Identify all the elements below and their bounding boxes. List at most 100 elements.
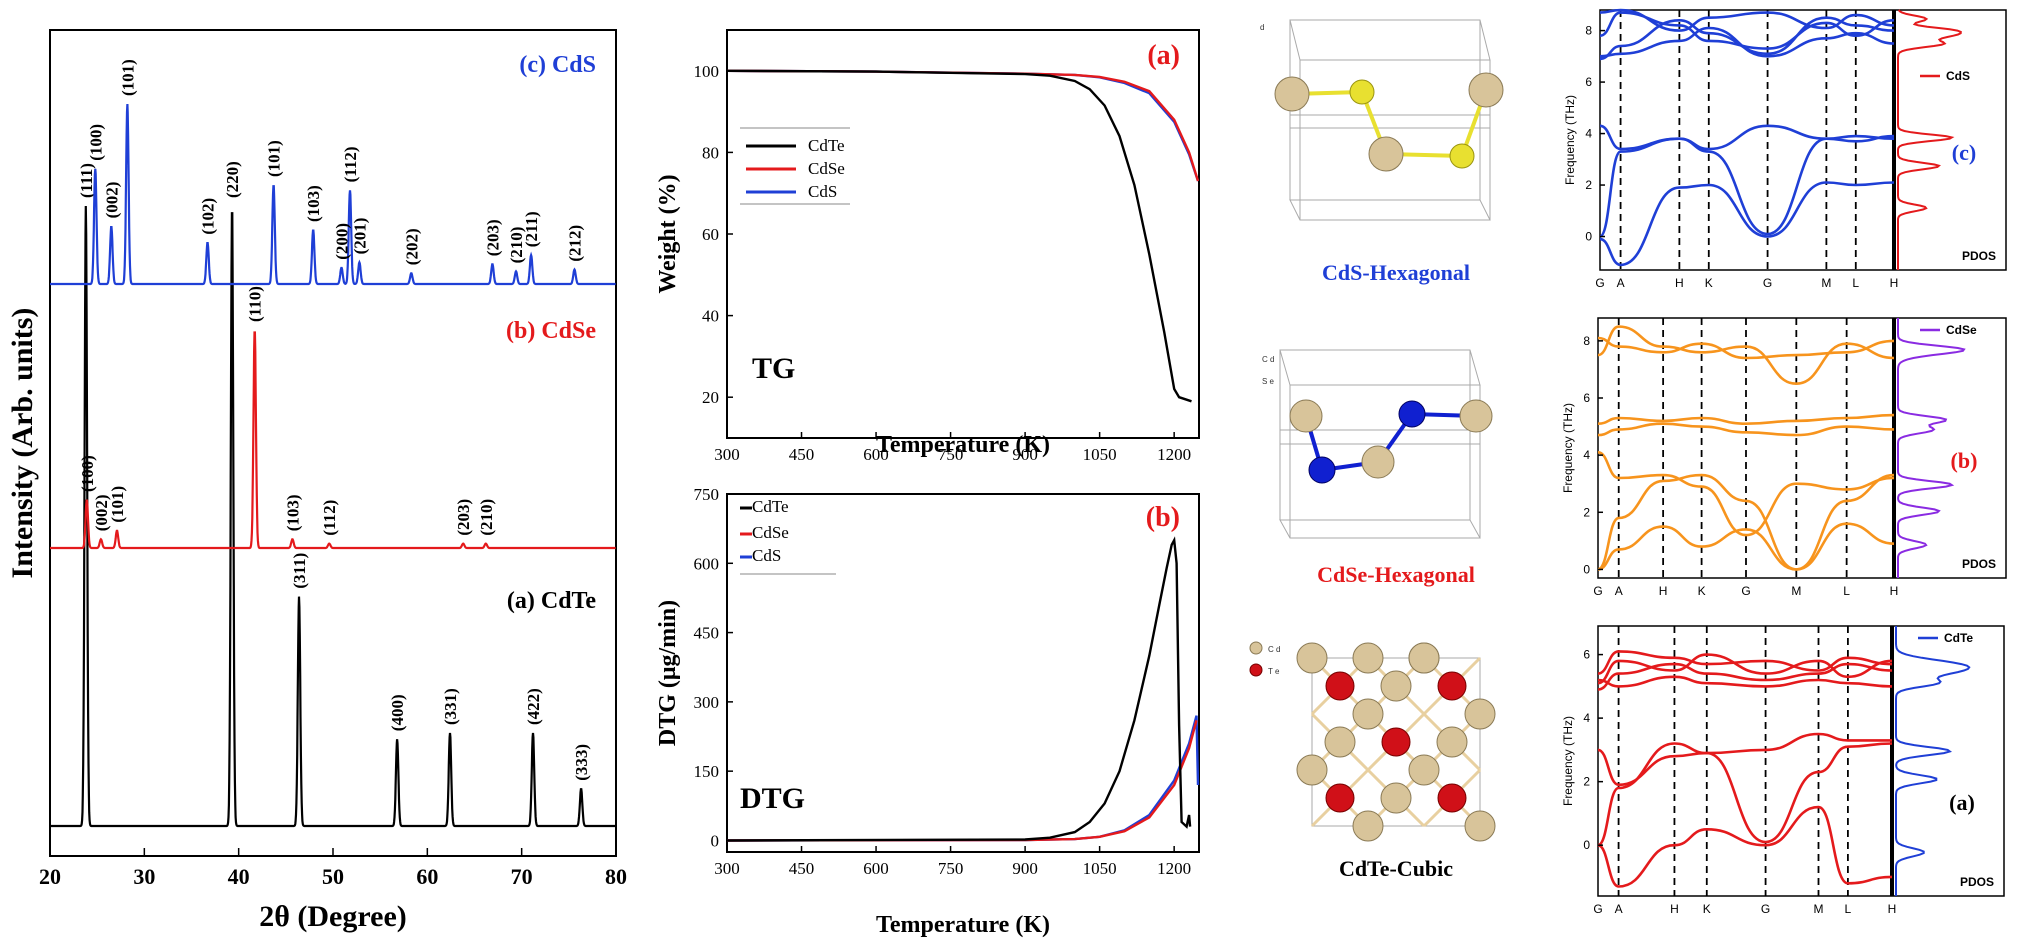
y-tick-label: 150: [694, 762, 720, 781]
phonon-band: [1597, 325, 1895, 386]
xrd-peak-label: (202): [402, 228, 421, 265]
te-atom: [1325, 783, 1355, 813]
y-tick-label: 20: [702, 388, 719, 407]
xrd-x-tick-label: 80: [605, 864, 627, 889]
xrd-peak-label: (103): [304, 185, 323, 222]
xrd-chart: (111) (220) (311) (400) (331) (422) (333) (100)…: [6, 29, 627, 933]
dtg-chart: 300 450 600 750 900 1050 12000150300450600750 …: [655, 485, 1200, 938]
phonon-frame: [1597, 625, 2005, 897]
xrd-x-label: 2θ (Degree): [259, 900, 407, 933]
y-tick-label: 8: [1585, 24, 1592, 38]
y-tick-label: 100: [694, 62, 720, 81]
xrd-peak-label: (203): [483, 219, 502, 256]
y-tick-label: 4: [1583, 711, 1590, 725]
phonon-y-label: Frequency (THz): [1563, 95, 1577, 185]
cds-corner-label: d: [1260, 23, 1264, 32]
phonon-band: [1599, 11, 1895, 50]
xrd-peak-label: (002): [92, 494, 111, 531]
y-tick-label: 4: [1585, 127, 1592, 141]
kpoint-label: K: [1703, 902, 1711, 916]
y-tick-label: 2: [1583, 775, 1590, 789]
xrd-frame: [49, 29, 617, 857]
kpoint-label: G: [1593, 902, 1602, 916]
te-atom: [1325, 671, 1355, 701]
dtg-frame: [726, 493, 1200, 853]
kpoint-label: H: [1659, 584, 1668, 598]
phonon-band: [1599, 16, 1895, 61]
xrd-peak-label: (311): [290, 553, 309, 589]
xrd-peak-label: (212): [566, 225, 585, 262]
tg-ticks: 300 450 600 750 900 1050 1200 20 40 60 80 100: [694, 62, 1192, 464]
kpoint-label: M: [1821, 276, 1831, 290]
dtg-series-group: [726, 536, 1200, 842]
xrd-x-tick-label: 70: [511, 864, 533, 889]
xrd-peak-label: (103): [283, 494, 302, 531]
dtg-y-label: DTG (μg/min): [655, 600, 681, 746]
kpoint-label: G: [1763, 276, 1772, 290]
cdte-legend-cd-swatch: [1249, 641, 1263, 655]
y-tick-label: 300: [694, 693, 720, 712]
phonon-band: [1599, 26, 1895, 58]
x-tick-label: 1050: [1083, 859, 1117, 878]
phonon-band: [1597, 662, 1893, 691]
phonon-band: [1597, 653, 1893, 685]
x-tick-label: 750: [938, 859, 964, 878]
y-tick-label: 0: [1583, 838, 1590, 852]
x-tick-label: 900: [1012, 859, 1038, 878]
tg-y-label: Weight (%): [655, 174, 681, 293]
kpoint-label: H: [1890, 276, 1899, 290]
phonon-frame: [1597, 317, 2007, 579]
cds-structure: d CdS-Hexagonal: [1260, 19, 1504, 285]
pdos-legend-label: CdS: [1946, 69, 1970, 83]
phonon-y-label: Frequency (THz): [1561, 716, 1575, 806]
tg-corner-text: TG: [752, 352, 795, 385]
tg-legend: CdTe CdSe CdS: [740, 127, 850, 205]
pdos-curve: [1897, 318, 1966, 578]
xrd-peak-label: (002): [102, 182, 121, 219]
xrd-peak-label: (100): [86, 124, 105, 161]
dtg-legend-cdte: CdTe: [752, 497, 789, 516]
dtg-corner-text: DTG: [740, 782, 805, 815]
pdos-curve: [1895, 626, 1971, 896]
xrd-x-tick-label: 60: [416, 864, 438, 889]
cd-atom: [1464, 698, 1496, 730]
thermal-series-line-cdte: [726, 69, 1192, 403]
tg-panel-label: (a): [1147, 40, 1180, 71]
kpoint-label: K: [1705, 276, 1713, 290]
kpoint-label: M: [1814, 902, 1824, 916]
phonon-band: [1599, 181, 1895, 267]
phonon-band: [1597, 473, 1895, 571]
kpoint-label: A: [1615, 584, 1623, 598]
pdos-legend-label: CdTe: [1944, 631, 1973, 645]
xrd-x-tick-label: 50: [322, 864, 344, 889]
xrd-series-line: [50, 205, 616, 828]
pdos-label: PDOS: [1962, 557, 1996, 571]
tg-x-label: Temperature (K): [876, 432, 1050, 458]
cd-atom: [1368, 136, 1404, 172]
cds-structure-title: CdS-Hexagonal: [1322, 260, 1470, 285]
y-tick-label: 6: [1585, 75, 1592, 89]
dtg-legend-cdse: CdSe: [752, 523, 789, 542]
phonon-band: [1597, 336, 1895, 360]
kpoint-label: A: [1615, 902, 1623, 916]
te-atom: [1381, 727, 1411, 757]
dtg-ticks: 300 450 600 750 900 1050 1200 0 150 300 450 600 750: [694, 485, 1192, 878]
xrd-peak-label: (210): [477, 499, 496, 536]
xrd-x-tick-label: 30: [133, 864, 155, 889]
xrd-peak-label: (200): [333, 223, 352, 260]
y-tick-label: 40: [702, 307, 719, 326]
phonon-panel-label: (c): [1952, 140, 1976, 165]
pdos-legend-label: CdSe: [1946, 323, 1977, 337]
cd-atom: [1380, 782, 1412, 814]
x-tick-label: 600: [863, 859, 889, 878]
kpoint-label: G: [1741, 584, 1750, 598]
cdse-structure-title: CdSe-Hexagonal: [1317, 562, 1475, 587]
x-tick-label: 600: [863, 445, 889, 464]
cd-atom: [1289, 399, 1323, 433]
tg-legend-cds: CdS: [808, 182, 837, 201]
cd-atom: [1324, 726, 1356, 758]
phonon-panel-label: (b): [1951, 448, 1978, 473]
y-tick-label: 8: [1583, 334, 1590, 348]
xrd-x-ticks: 20 30 40 50 60 70 80: [39, 848, 627, 889]
